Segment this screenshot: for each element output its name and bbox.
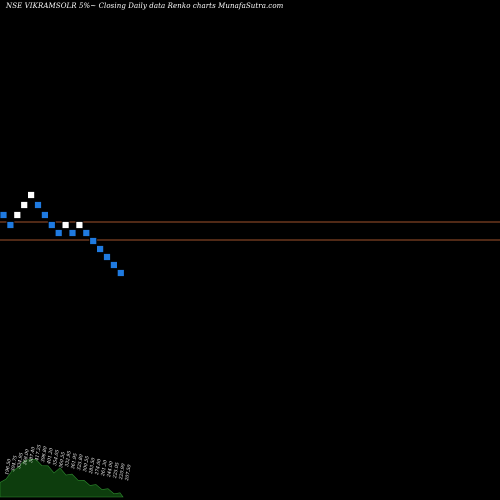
renko-brick-11 xyxy=(68,229,77,237)
volume-label-3: 334.95 xyxy=(16,452,25,469)
chart-title: NSE VIKRAMSOLR 5%~ Closing Daily data Re… xyxy=(6,2,284,10)
volume-label-20: 220.90 xyxy=(118,463,127,481)
renko-brick-17 xyxy=(110,261,118,269)
volume-label-1: 196.50 xyxy=(4,458,13,475)
volume-labels: 196.50304.75334.95368.00387.40417.25396.… xyxy=(4,444,133,482)
renko-brick-3 xyxy=(13,211,22,219)
volume-label-2: 304.75 xyxy=(10,455,19,472)
volume-label-21: 207.50 xyxy=(124,464,133,482)
reference-lines xyxy=(0,221,500,241)
renko-bricks xyxy=(0,191,125,277)
volume-label-19: 225.05 xyxy=(112,462,121,480)
renko-brick-16 xyxy=(103,253,111,261)
volume-label-11: 332.95 xyxy=(64,450,73,467)
volume-label-12: 361.95 xyxy=(70,453,79,470)
volume-area xyxy=(0,459,124,498)
volume-label-14: 300.55 xyxy=(82,456,91,473)
volume-label-8: 401.20 xyxy=(46,448,55,466)
renko-brick-7 xyxy=(41,211,49,219)
volume-label-16: 274.00 xyxy=(94,458,103,476)
volume-label-15: 283.50 xyxy=(88,457,97,475)
volume-label-18: 244.00 xyxy=(106,461,115,479)
volume-label-5: 387.40 xyxy=(28,446,37,463)
volume-label-9: 354.05 xyxy=(52,449,61,466)
renko-brick-10 xyxy=(61,221,70,229)
renko-brick-14 xyxy=(89,237,98,245)
volume-label-13: 325.80 xyxy=(76,454,85,471)
volume-label-7: 396.80 xyxy=(40,446,49,463)
volume-label-17: 261.30 xyxy=(100,460,109,478)
renko-brick-5 xyxy=(27,191,36,199)
renko-brick-13 xyxy=(82,229,91,237)
renko-brick-12 xyxy=(75,221,84,229)
renko-brick-2 xyxy=(6,221,15,229)
renko-brick-1 xyxy=(0,211,8,219)
volume-label-4: 368.00 xyxy=(22,449,31,466)
renko-brick-9 xyxy=(54,229,63,237)
renko-brick-18 xyxy=(116,269,125,277)
volume-label-10: 360.55 xyxy=(58,452,67,469)
volume-shape xyxy=(0,459,124,498)
volume-label-6: 417.25 xyxy=(34,444,43,462)
renko-brick-4 xyxy=(20,201,29,209)
renko-brick-6 xyxy=(34,201,42,209)
renko-brick-15 xyxy=(96,245,104,253)
renko-brick-8 xyxy=(47,221,56,229)
